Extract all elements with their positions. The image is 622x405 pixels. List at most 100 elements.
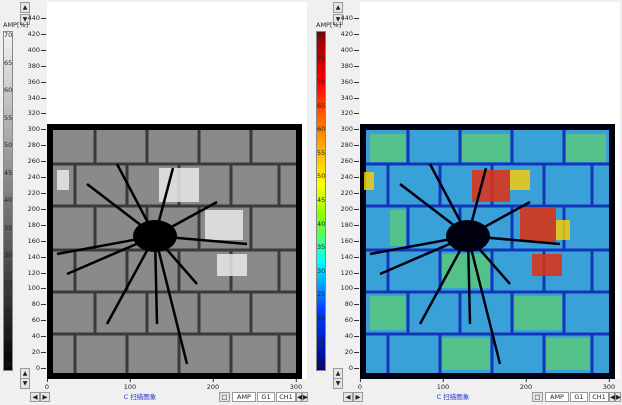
y-tick-label: 380 xyxy=(340,61,360,70)
status-bar: ◀ ▶ C 扫描图象 □ AMP G1 CH1 ◀ ▶ xyxy=(313,392,622,403)
colorbar-title: AMP[%] xyxy=(3,21,29,29)
amp-mode-button[interactable]: AMP xyxy=(232,392,256,402)
y-tick-label: 420 xyxy=(340,29,360,38)
x-tick-label: 300 xyxy=(602,379,616,391)
cscan-panel-right: ▲ ▼ AMP[%] 80 75 70 65 60 55 50 45 40 35 30 25 20 15 1… xyxy=(313,0,622,405)
colorbar-tick-label: 15 xyxy=(4,333,13,342)
y-tick-label: 240 xyxy=(340,173,360,182)
y-tick-label: 400 xyxy=(340,45,360,54)
y-axis: 440 420 400 380 360 340 320 300 280 260 240 220 200 1… xyxy=(329,0,360,386)
colorbar-labels: 80 75 70 65 60 55 50 45 40 35 30 25 20 15 10 xyxy=(313,31,327,369)
colorbar-tick-label: 60 xyxy=(4,86,13,94)
colorbar-tick-label: 25 xyxy=(4,278,13,287)
x-tick-label: 100 xyxy=(436,379,450,391)
y-tick-label: 140 xyxy=(340,252,360,261)
x-tick-label: 0 xyxy=(357,379,363,391)
status-left-arrow-button[interactable]: ◀ xyxy=(296,392,302,402)
y-tick-label: 160 xyxy=(27,236,47,245)
colorbar-title: AMP[%] xyxy=(316,21,342,29)
colorbar-tick-label: 25 xyxy=(317,290,326,299)
y-tick-label: 100 xyxy=(27,284,47,293)
zoom-down-arrow-button[interactable]: ▼ xyxy=(333,14,343,25)
cscan-image-grayscale xyxy=(47,124,302,379)
y-tick-label: 200 xyxy=(340,204,360,213)
channel-button[interactable]: CH1 xyxy=(276,392,296,402)
y-tick-label: 80 xyxy=(344,300,360,309)
y-tick-label: 60 xyxy=(344,316,360,325)
y-tick-label: 440 xyxy=(27,14,47,22)
x-tick-label: 200 xyxy=(519,379,533,391)
colorbar-tick-label: 65 xyxy=(317,101,326,110)
colorbar-tick-label: 55 xyxy=(4,113,13,122)
y-tick-label: 320 xyxy=(27,109,47,118)
plot-area xyxy=(47,2,307,379)
colorbar-gradient xyxy=(316,31,326,371)
colorbar-tick-label: 55 xyxy=(317,148,326,157)
y-tick-label: 40 xyxy=(344,332,360,341)
colorbar-tick-label: 70 xyxy=(4,31,13,39)
colorbar-tick-label: 80 xyxy=(317,31,326,39)
y-axis: 440 420 400 380 360 340 320 300 280 260 240 220 200 1… xyxy=(16,0,47,386)
y-tick-label: 120 xyxy=(27,268,47,277)
y-tick-label: 80 xyxy=(31,300,47,309)
scroll-right-arrow-button[interactable]: ▶ xyxy=(353,392,363,402)
scroll-left-arrow-button[interactable]: ◀ xyxy=(343,392,353,402)
y-tick-label: 60 xyxy=(31,316,47,325)
colorbar-tick-label: 30 xyxy=(4,251,13,259)
window-toggle-button[interactable]: □ xyxy=(219,392,230,402)
y-tick-label: 300 xyxy=(340,125,360,134)
colorbar-tick-label: 15 xyxy=(317,337,326,346)
zoom-up-arrow-button[interactable]: ▲ xyxy=(333,2,343,13)
colorbar-labels: 70 65 60 55 50 45 40 35 30 25 20 15 10 xyxy=(0,31,14,369)
y-tick-label: 340 xyxy=(27,93,47,102)
y-tick-label: 400 xyxy=(27,45,47,54)
colorbar-tick-label: 50 xyxy=(4,141,13,149)
colorbar-gradient xyxy=(3,31,13,371)
scroll-left-arrow-button[interactable]: ◀ xyxy=(30,392,40,402)
y-tick-label: 260 xyxy=(27,157,47,166)
y-tick-label: 140 xyxy=(27,252,47,261)
colorbar-tick-label: 45 xyxy=(317,196,326,204)
y-tick-label: 40 xyxy=(31,332,47,341)
channel-button[interactable]: CH1 xyxy=(589,392,609,402)
zoom-down-arrow-button[interactable]: ▼ xyxy=(20,14,30,25)
colorbar-tick-label: 20 xyxy=(4,306,13,314)
y-tick-label: 200 xyxy=(27,204,47,213)
status-right-arrow-button[interactable]: ▶ xyxy=(302,392,308,402)
image-caption: C 扫描图象 xyxy=(436,393,470,401)
y-tick-label: 260 xyxy=(340,157,360,166)
status-left-arrow-button[interactable]: ◀ xyxy=(609,392,615,402)
colorbar-tick-label: 75 xyxy=(317,54,326,63)
zoom-up-arrow-button[interactable]: ▲ xyxy=(20,2,30,13)
x-tick-label: 100 xyxy=(123,379,137,391)
y-tick-label: 240 xyxy=(27,173,47,182)
scroll-right-arrow-button[interactable]: ▶ xyxy=(40,392,50,402)
colorbar-tick-label: 50 xyxy=(317,172,326,181)
y-tick-label: 180 xyxy=(27,220,47,229)
x-axis: 0 100 200 300 xyxy=(357,379,622,391)
y-tick-label: 320 xyxy=(340,109,360,118)
amp-mode-button[interactable]: AMP xyxy=(545,392,569,402)
colorbar-tick-label: 60 xyxy=(317,125,326,134)
scroll-down-arrow-button[interactable]: ▼ xyxy=(20,378,30,389)
colorbar-tick-label: 45 xyxy=(4,168,13,177)
image-caption: C 扫描图象 xyxy=(123,393,157,401)
colorbar-tick-label: 20 xyxy=(317,313,326,322)
y-tick-label: 420 xyxy=(27,29,47,38)
y-tick-label: 280 xyxy=(27,141,47,150)
scroll-down-arrow-button[interactable]: ▼ xyxy=(333,378,343,389)
y-tick-label: 100 xyxy=(340,284,360,293)
y-tick-label: 340 xyxy=(340,93,360,102)
y-tick-label: 380 xyxy=(27,61,47,70)
y-tick-label: 0 xyxy=(35,364,47,372)
status-right-arrow-button[interactable]: ▶ xyxy=(615,392,621,402)
x-tick-label: 300 xyxy=(289,379,303,391)
gate-button[interactable]: G1 xyxy=(257,392,275,402)
x-tick-label: 200 xyxy=(206,379,220,391)
gate-button[interactable]: G1 xyxy=(570,392,588,402)
colorbar-tick-label: 10 xyxy=(4,361,13,369)
window-toggle-button[interactable]: □ xyxy=(532,392,543,402)
colorbar-tick-label: 10 xyxy=(317,361,326,369)
y-tick-label: 160 xyxy=(340,236,360,245)
colorbar-tick-label: 30 xyxy=(317,266,326,275)
